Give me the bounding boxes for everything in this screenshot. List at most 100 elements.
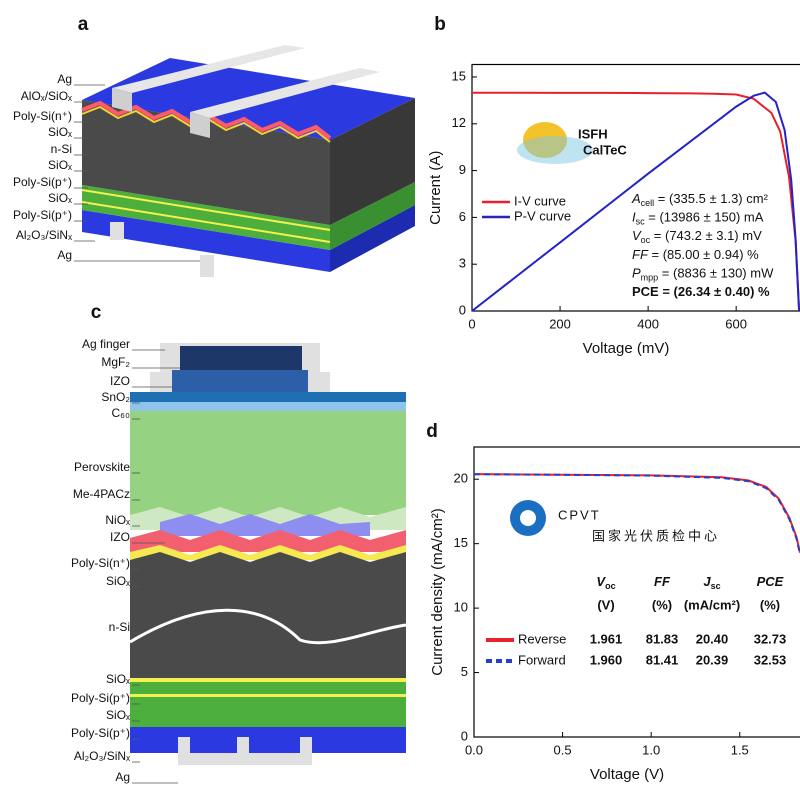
layer-label: Ag [57,248,72,262]
layer-label: Poly-Si(n⁺) [13,109,72,123]
x-axis-label: Voltage (V) [590,766,664,783]
symbol: I [632,210,636,225]
layer-label: SiOₓ [106,574,130,588]
y-tick-label: 6 [459,209,466,224]
table-header: PCE [757,574,784,589]
layer-label: SnO₂ [101,390,130,404]
cross-section [129,343,407,765]
layer-label: Me-4PACz [73,487,130,501]
y-axis-label: Current density (mA/cm²) [429,508,446,676]
layer-label: Ag [115,770,130,784]
x-tick-label: 0.5 [554,742,572,757]
annotation-text: = (85.00 ± 0.94) % [648,247,759,262]
annotation-text: = (743.2 ± 3.1) mV [650,229,762,244]
panel-letter: c [91,302,102,323]
plot-frame [473,446,800,738]
legend-label: Reverse [518,631,566,646]
y-tick-label: 5 [461,664,468,679]
y-tick-label: 3 [459,256,466,271]
logo-swoosh [517,136,593,164]
y-axis-label: Current (A) [427,151,444,225]
y-tick-label: 12 [452,115,466,130]
subscript: cell [641,198,655,208]
annotation: FF = (85.00 ± 0.94) % [632,247,759,262]
layer-label: Ag [57,72,72,86]
panel-letter: d [426,421,438,442]
layer-label: Al₂O₃/SiNₓ [16,228,72,242]
symbol: J [703,574,711,589]
layer-label: SiOₓ [48,191,72,205]
annotation: Pmpp = (8836 ± 130) mW [632,266,774,283]
series-line [471,91,800,312]
x-tick-label: 200 [549,316,571,331]
y-tick-label: 10 [454,600,468,615]
annotation: Isc = (13986 ± 150) mA [632,210,764,227]
table-header: Jsc [703,574,720,591]
x-tick-label: 600 [725,316,747,331]
table-cell: 32.73 [754,631,787,646]
subscript: oc [641,236,651,246]
annotation-text: = (8836 ± 130) mW [658,266,774,281]
cell-3d [81,45,415,277]
layer-label: Poly-Si(p⁺) [13,175,72,189]
table-cell: 20.40 [696,631,729,646]
annotation-text: PCE = (26.34 ± 0.40) % [632,284,770,299]
subscript: mpp [641,273,659,283]
layer-label: Perovskite [74,460,130,474]
x-axis-label: Voltage (mV) [583,340,670,357]
logo-text: CPVT [558,507,601,522]
annotation: Voc = (743.2 ± 3.1) mV [632,229,762,246]
layer-label: IZO [110,374,130,388]
subscript: sc [636,217,646,227]
symbol: PCE [757,574,784,589]
layer-label: Poly-Si(p⁺) [71,691,130,705]
x-tick-label: 1.0 [642,742,660,757]
x-tick-label: 0.0 [465,742,483,757]
table-header: Voc [596,574,615,591]
legend-label: I-V curve [514,193,566,208]
table-header: FF [654,574,671,589]
annotation-text: = (335.5 ± 1.3) cm² [654,191,768,206]
layer-label: AlOₓ/SiOₓ [21,89,72,103]
layer-label: Ag finger [82,337,130,351]
table-cell: 32.53 [754,652,787,667]
y-tick-label: 15 [452,68,466,83]
annotation: PCE = (26.34 ± 0.40) % [632,284,770,299]
y-tick-label: 20 [454,471,468,486]
logo-text: ISFH [578,126,608,141]
table-cell: 20.39 [696,652,729,667]
table-cell: 81.83 [646,631,679,646]
layer-label: IZO [110,530,130,544]
series-line [472,91,800,312]
layer-label: MgF₂ [101,355,130,369]
layer-label: SiOₓ [48,158,72,172]
layer-label: Poly-Si(p⁺) [13,208,72,222]
table-unit: (V) [597,597,614,612]
symbol: V [632,229,642,244]
x-tick-label: 0 [468,316,475,331]
layer-label: n-Si [51,142,72,156]
y-tick-label: 9 [459,162,466,177]
logo-inner [520,510,536,526]
logo-sub: 国家光伏质检中心 [592,528,720,543]
table-cell: 1.961 [590,631,623,646]
symbol: P [632,266,641,281]
panel-letter: a [78,14,89,35]
layer-label: SiOₓ [106,672,130,686]
layer-label: SiOₓ [106,708,130,722]
symbol: FF [654,574,671,589]
layer-label: n-Si [109,620,130,634]
layer-label: Poly-Si(p⁺) [71,726,130,740]
y-tick-label: 0 [459,302,466,317]
layer-label: NiOₓ [105,513,130,527]
table-unit: (%) [760,597,780,612]
table-unit: (%) [652,597,672,612]
subscript: sc [711,581,721,591]
y-tick-label: 0 [461,728,468,743]
x-tick-label: 400 [637,316,659,331]
subscript: oc [605,581,616,591]
symbol: FF [632,247,649,262]
series-line [473,473,800,555]
legend-label: Forward [518,652,566,667]
